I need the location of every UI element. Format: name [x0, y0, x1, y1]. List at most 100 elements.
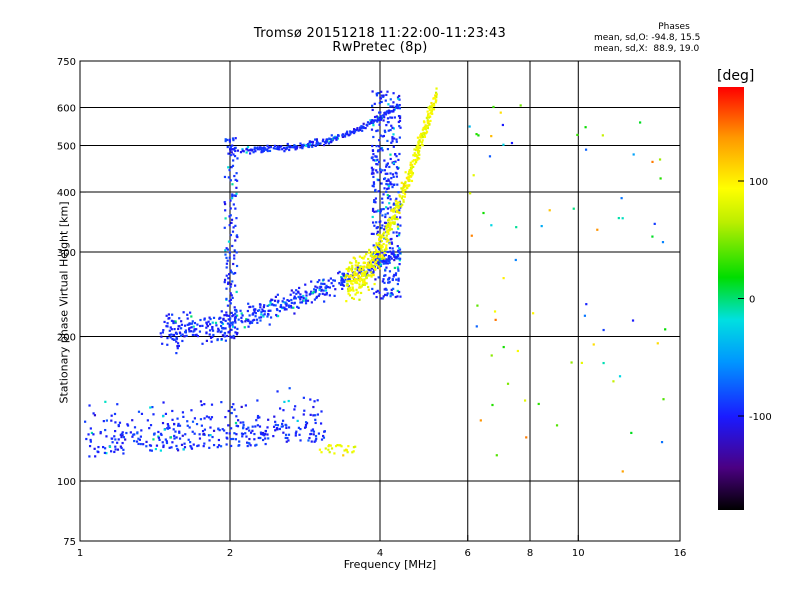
data-point: [368, 266, 371, 269]
data-point: [272, 435, 275, 438]
data-point: [375, 242, 378, 245]
data-point: [385, 246, 388, 249]
data-point: [469, 192, 472, 195]
data-point: [320, 282, 323, 285]
data-point: [404, 180, 407, 184]
data-point: [171, 337, 174, 341]
data-point: [84, 420, 87, 423]
data-point: [287, 304, 290, 307]
data-point: [89, 440, 92, 443]
data-point: [261, 150, 264, 153]
data-point: [379, 118, 383, 121]
data-point: [383, 274, 386, 277]
data-point: [170, 333, 173, 336]
data-point: [379, 96, 382, 100]
data-point: [227, 152, 230, 155]
data-point: [260, 432, 263, 436]
data-point: [304, 144, 308, 147]
data-point: [353, 129, 357, 133]
data-point: [347, 292, 350, 295]
data-point: [383, 251, 386, 254]
data-point: [242, 423, 245, 427]
data-point: [482, 211, 485, 215]
data-point: [191, 420, 195, 423]
data-point: [387, 179, 390, 182]
data-point: [374, 278, 377, 281]
data-point: [385, 190, 388, 193]
data-point: [403, 195, 406, 198]
data-point: [345, 448, 348, 451]
data-point: [383, 177, 387, 180]
data-point: [375, 129, 378, 133]
data-point: [316, 286, 319, 289]
data-point: [205, 323, 209, 326]
data-point: [151, 405, 154, 409]
data-point: [105, 419, 108, 422]
data-point: [264, 429, 267, 433]
data-point: [378, 267, 381, 270]
data-point: [300, 301, 304, 304]
data-point: [351, 276, 355, 279]
data-point: [395, 216, 398, 219]
data-point: [371, 104, 374, 107]
data-point: [190, 326, 193, 329]
data-point: [350, 282, 353, 285]
data-point: [310, 440, 313, 443]
data-point: [339, 444, 342, 447]
data-point: [396, 289, 399, 293]
data-point: [237, 419, 240, 422]
data-point: [225, 297, 228, 300]
data-point: [382, 235, 385, 238]
data-point: [283, 150, 286, 153]
data-point: [269, 309, 272, 312]
data-point: [274, 429, 277, 432]
data-point: [187, 438, 190, 441]
data-point: [362, 281, 365, 284]
data-point: [373, 224, 376, 227]
data-point: [361, 129, 364, 132]
data-point: [181, 434, 184, 437]
data-point: [266, 144, 269, 147]
data-point: [369, 254, 372, 257]
data-point: [166, 337, 169, 340]
data-point: [540, 224, 543, 228]
data-point: [264, 148, 267, 151]
data-point: [351, 131, 354, 134]
data-point: [368, 265, 372, 268]
data-point: [348, 289, 352, 292]
data-point: [631, 319, 635, 322]
data-point: [392, 145, 395, 148]
data-point: [145, 440, 148, 443]
data-point: [371, 264, 374, 267]
data-point: [162, 401, 165, 404]
data-point: [148, 427, 151, 430]
data-point: [231, 197, 234, 200]
data-point: [321, 140, 324, 143]
data-point: [311, 140, 315, 144]
data-point: [413, 162, 416, 165]
data-point: [433, 96, 437, 100]
data-point: [413, 148, 416, 151]
data-point: [394, 217, 397, 220]
data-point: [390, 291, 393, 295]
data-point: [113, 412, 117, 416]
data-point: [256, 399, 259, 402]
data-point: [366, 261, 369, 264]
data-point: [302, 145, 305, 148]
chart-title: Tromsø 20151218 11:22:00-11:23:43: [253, 26, 507, 41]
data-point: [592, 343, 595, 346]
data-point: [330, 134, 333, 137]
data-point: [387, 195, 390, 198]
data-point: [221, 322, 225, 325]
data-point: [111, 441, 114, 444]
data-point: [138, 438, 141, 441]
data-point: [231, 195, 234, 198]
data-point: [420, 132, 423, 135]
data-point: [325, 293, 328, 296]
data-point: [492, 105, 495, 109]
data-point: [388, 270, 392, 273]
data-point: [427, 115, 430, 118]
data-point: [363, 273, 367, 276]
data-point: [116, 403, 119, 406]
data-point: [363, 278, 366, 281]
